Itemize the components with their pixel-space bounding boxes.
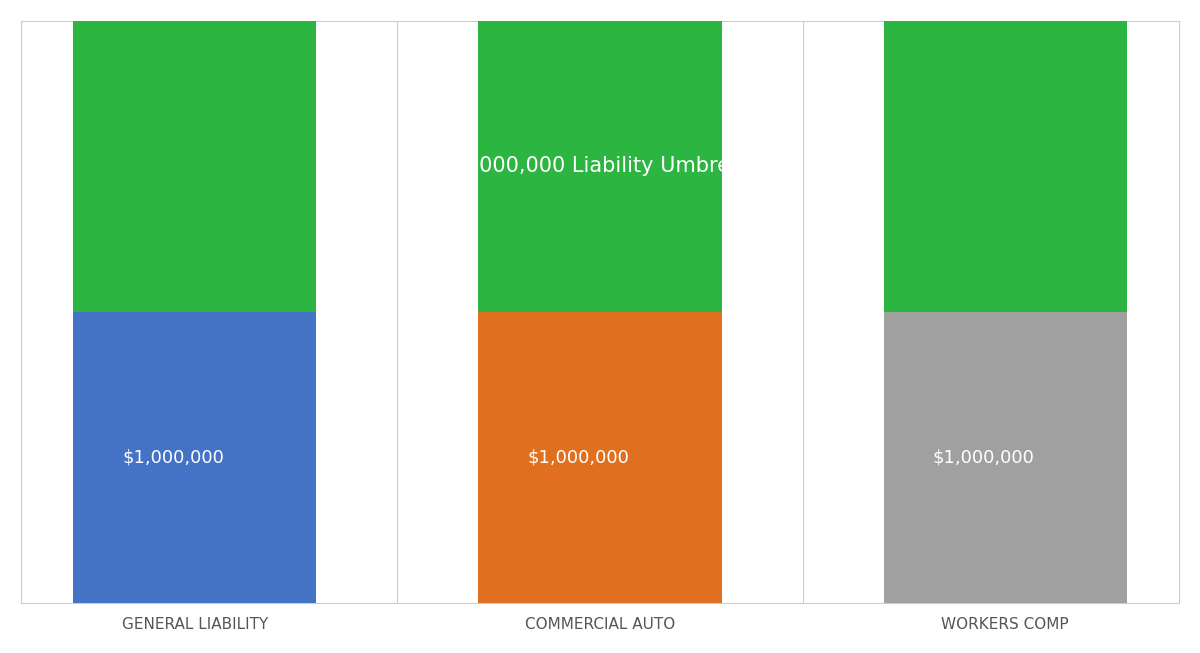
Bar <box>883 312 1127 603</box>
Bar <box>73 21 317 312</box>
Text: $1,000,000: $1,000,000 <box>527 449 629 467</box>
Bar <box>479 21 721 312</box>
Text: $1,000,000: $1,000,000 <box>932 449 1034 467</box>
Bar <box>73 312 317 603</box>
Text: $1,000,000: $1,000,000 <box>122 449 224 467</box>
Bar <box>479 312 721 603</box>
Bar <box>883 21 1127 312</box>
Text: $1,000,000 Liability Umbrella: $1,000,000 Liability Umbrella <box>445 157 755 176</box>
